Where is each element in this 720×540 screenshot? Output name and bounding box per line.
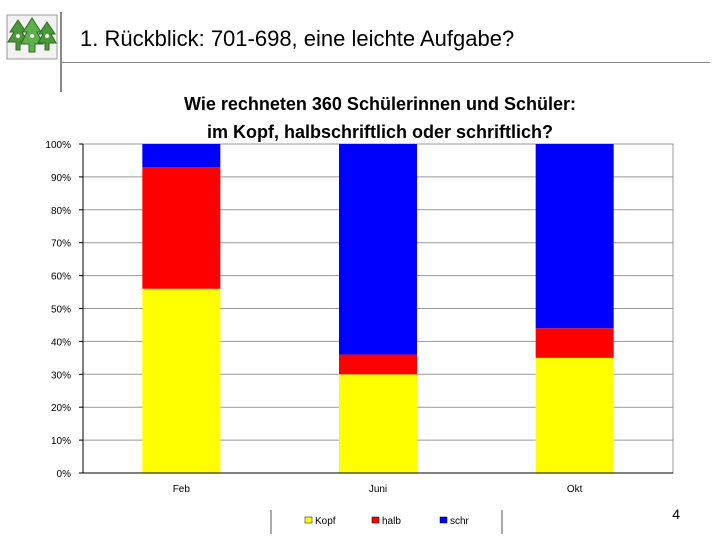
chart-title: Wie rechneten 360 Schülerinnen und Schül… xyxy=(130,90,630,146)
bar-segment-Kopf xyxy=(142,288,221,473)
y-tick-label: 70% xyxy=(51,239,71,250)
logo-icon xyxy=(6,14,58,60)
x-tick-label: Feb xyxy=(173,484,191,495)
y-tick-label: 0% xyxy=(57,469,72,480)
y-tick-label: 100% xyxy=(45,140,71,151)
bar-segment-halb xyxy=(535,328,614,358)
chart-title-line-2: im Kopf, halbschriftlich oder schriftlic… xyxy=(206,122,554,142)
chart-title-line-1: Wie rechneten 360 Schülerinnen und Schül… xyxy=(184,94,576,114)
legend-label-Kopf: Kopf xyxy=(315,516,336,527)
y-tick-label: 10% xyxy=(51,436,71,447)
x-tick-label: Juni xyxy=(369,484,387,495)
bar-segment-halb xyxy=(142,167,221,289)
header-vertical-line xyxy=(60,12,62,92)
y-tick-label: 20% xyxy=(51,403,71,414)
y-tick-label: 60% xyxy=(51,272,71,283)
y-tick-label: 90% xyxy=(51,173,71,184)
bar-segment-schr xyxy=(535,144,614,329)
legend-label-halb: halb xyxy=(382,516,401,527)
bar-segment-halb xyxy=(339,354,417,375)
bar-segment-Kopf xyxy=(535,357,614,473)
legend-label-schr: schr xyxy=(450,516,470,527)
legend-swatch-halb xyxy=(371,516,380,524)
y-tick-label: 80% xyxy=(51,206,71,217)
y-tick-label: 30% xyxy=(51,370,71,381)
page-number: 4 xyxy=(672,506,680,522)
y-tick-label: 40% xyxy=(51,337,71,348)
slide-title: 1. Rückblick: 701-698, eine leichte Aufg… xyxy=(80,26,515,51)
x-tick-label: Okt xyxy=(567,484,583,495)
bar-segment-schr xyxy=(339,144,417,355)
legend-swatch-schr xyxy=(439,516,448,524)
legend-swatch-Kopf xyxy=(304,516,313,524)
bar-segment-Kopf xyxy=(339,374,417,473)
header-horizontal-line xyxy=(62,62,710,63)
y-tick-label: 50% xyxy=(51,305,71,316)
bar-segment-schr xyxy=(142,144,221,168)
